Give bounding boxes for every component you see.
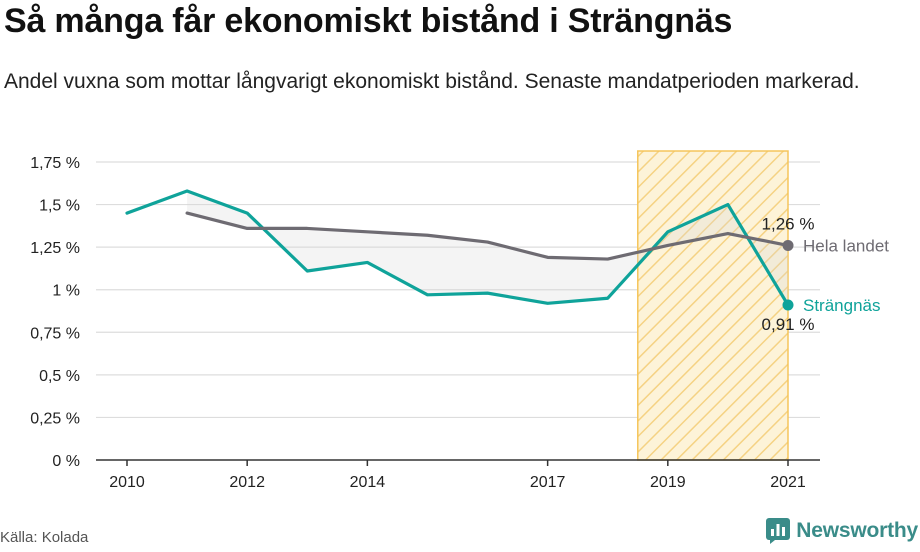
y-tick-label: 0,5 % [39, 368, 80, 385]
y-tick-label: 1,75 % [30, 155, 80, 172]
y-tick-label: 0,25 % [30, 410, 80, 427]
x-tick-label: 2010 [109, 474, 145, 491]
y-tick-label: 0 % [52, 453, 80, 470]
brand-logo: Newsworthy [766, 518, 918, 544]
series-name-hela-landet: Hela landet [803, 236, 889, 255]
x-tick-label: 2019 [650, 474, 686, 491]
chart-title: Så många får ekonomiskt bistånd i Sträng… [4, 2, 733, 40]
highlight-period [637, 150, 789, 461]
series-name-strangnas: Strängnäs [803, 296, 881, 315]
brand-name: Newsworthy [796, 519, 918, 542]
series-end-point-hela-landet [782, 239, 794, 251]
y-tick-label: 1 % [52, 283, 80, 300]
x-tick-label: 2014 [350, 474, 386, 491]
data-label-strangnas: 0,91 % [762, 315, 815, 334]
data-label-hela-landet: 1,26 % [762, 214, 815, 233]
source-note: Källa: Kolada [0, 529, 89, 546]
difference-area [187, 190, 788, 306]
x-tick-label: 2012 [229, 474, 265, 491]
series-line-hela-landet [185, 211, 790, 261]
chart-subtitle: Andel vuxna som mottar långvarigt ekonom… [4, 70, 860, 93]
series-line-strangnas [125, 189, 790, 307]
x-tick-label: 2017 [530, 474, 566, 491]
y-tick-label: 1,25 % [30, 240, 80, 257]
y-tick-label: 0,75 % [30, 325, 80, 342]
y-tick-label: 1,5 % [39, 198, 80, 215]
newsworthy-icon [766, 518, 791, 544]
series-end-point-strangnas [782, 299, 794, 311]
x-tick-label: 2021 [770, 474, 806, 491]
